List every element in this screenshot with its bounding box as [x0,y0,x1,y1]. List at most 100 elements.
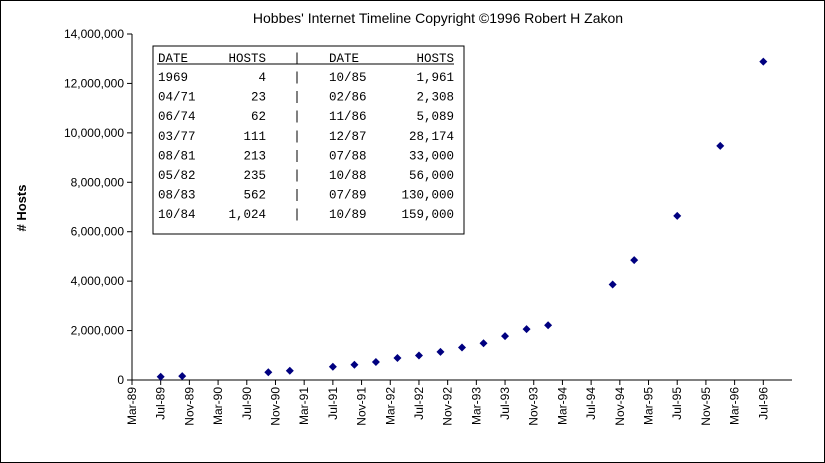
data-point [522,325,531,334]
x-tick-label: Nov-90 [268,387,282,426]
data-point [350,360,359,369]
data-point [544,321,553,330]
x-tick-label: Jul-90 [240,387,254,420]
annotation-table-cell: 10/84 [158,208,196,222]
data-point [630,256,639,265]
annotation-table-cell: 08/83 [158,189,196,203]
annotation-table-cell: | [293,189,301,203]
y-tick-label: 14,000,000 [64,27,124,41]
x-tick-label: Nov-93 [527,387,541,426]
annotation-table-cell: 08/81 [158,149,196,163]
x-tick-label: Nov-91 [355,387,369,426]
annotation-table-cell: | [293,169,301,183]
annotation-table-cell: 562 [243,189,266,203]
data-point [371,358,380,367]
data-point [156,372,165,381]
annotation-table-cell: 07/88 [329,149,367,163]
annotation-table-cell: | [293,91,301,105]
x-tick-label: Mar-95 [642,387,656,425]
annotation-table-cell: 05/82 [158,169,196,183]
data-point [759,57,768,66]
annotation-table-cell: | [293,208,301,222]
data-point [178,372,187,381]
annotation-table-cell: 1,024 [228,208,266,222]
x-tick-label: Jul-89 [154,387,168,420]
annotation-table-cell: | [293,130,301,144]
chart-title: Hobbes' Internet Timeline Copyright ©199… [253,10,623,26]
y-axis-label: # Hosts [14,185,29,232]
data-point [328,362,337,371]
x-tick-label: Mar-91 [297,387,311,425]
y-tick-label: 8,000,000 [71,175,125,189]
annotation-table-cell: 159,000 [401,208,454,222]
x-axis: Mar-89 Jul-89 Nov-89 Mar-90 Jul-90 Nov-90 Mar-… [125,380,770,426]
annotation-table-cell: 28,174 [409,130,454,144]
annotation-table-cell: 10/89 [329,208,367,222]
data-point [716,141,725,150]
annotation-table-cell: | [293,71,301,85]
annotation-table-cell: 02/86 [329,91,367,105]
x-tick-label: Nov-92 [441,387,455,426]
x-tick-label: Jul-91 [326,387,340,420]
annotation-table-cell: 111 [243,130,266,144]
annotation-table-header-cell: HOSTS [416,52,454,66]
annotation-table-cell: 56,000 [409,169,454,183]
x-tick-label: Mar-89 [125,387,139,425]
annotation-table-cell: 235 [243,169,266,183]
annotation-table-cell: 10/85 [329,71,367,85]
annotation-table-cell: 10/88 [329,169,367,183]
x-tick-label: Nov-89 [182,387,196,426]
annotation-table-cell: 4 [258,71,266,85]
annotation-table-cell: 03/77 [158,130,196,144]
x-tick-label: Nov-95 [699,387,713,426]
annotation-table-header-cell: DATE [329,52,359,66]
x-tick-label: Mar-93 [469,387,483,425]
x-tick-label: Mar-90 [211,387,225,425]
annotation-table-cell: 130,000 [401,189,454,203]
x-tick-label: Jul-96 [756,387,770,420]
annotation-table-cell: 11/86 [329,110,367,124]
x-tick-label: Jul-93 [498,387,512,420]
annotation-table-cell: 2,308 [416,91,454,105]
data-point [458,343,466,352]
data-point [414,351,423,360]
annotation-table-header-cell: DATE [158,52,188,66]
x-tick-label: Mar-92 [383,387,397,425]
annotation-table-cell: 213 [243,149,266,163]
y-tick-label: 12,000,000 [64,76,124,90]
annotation-table-cell: 33,000 [409,149,454,163]
x-tick-label: Jul-95 [670,387,684,420]
annotation-table-cell: 23 [251,91,266,105]
data-point [285,366,294,375]
y-tick-label: 10,000,000 [64,126,124,140]
x-tick-label: Mar-96 [728,387,742,425]
data-points [156,57,768,381]
annotation-table-header-cell: | [293,52,301,66]
data-point [501,332,510,341]
annotation-table-cell: 1,961 [416,71,454,85]
y-tick-label: 0 [117,373,124,387]
annotation-table-cell: | [293,110,301,124]
annotation-table-cell: 06/74 [158,110,196,124]
data-point [436,347,445,356]
y-tick-label: 4,000,000 [71,274,125,288]
annotation-table-cell: 12/87 [329,130,367,144]
data-point [393,354,402,363]
annotation-table-cell: 1969 [158,71,188,85]
y-axis: 0 2,000,000 4,000,000 6,000,000 8,000,000 10,… [64,27,132,387]
annotation-table-cell: 04/71 [158,91,196,105]
annotation-table-cell: 07/89 [329,189,367,203]
data-point [264,368,273,377]
annotation-table: DATE HOSTS | DATE HOSTS 1969 4 | 10/85 1,961 04/71… [152,45,465,235]
annotation-table-box [152,45,465,235]
y-tick-label: 6,000,000 [71,225,125,239]
y-tick-label: 2,000,000 [71,324,125,338]
x-tick-label: Nov-94 [613,387,627,426]
x-tick-label: Jul-94 [584,387,598,420]
annotation-table-header-cell: HOSTS [228,52,266,66]
x-tick-label: Jul-92 [412,387,426,420]
data-point [608,280,617,289]
annotation-table-cell: 62 [251,110,266,124]
x-tick-label: Mar-94 [555,387,569,425]
